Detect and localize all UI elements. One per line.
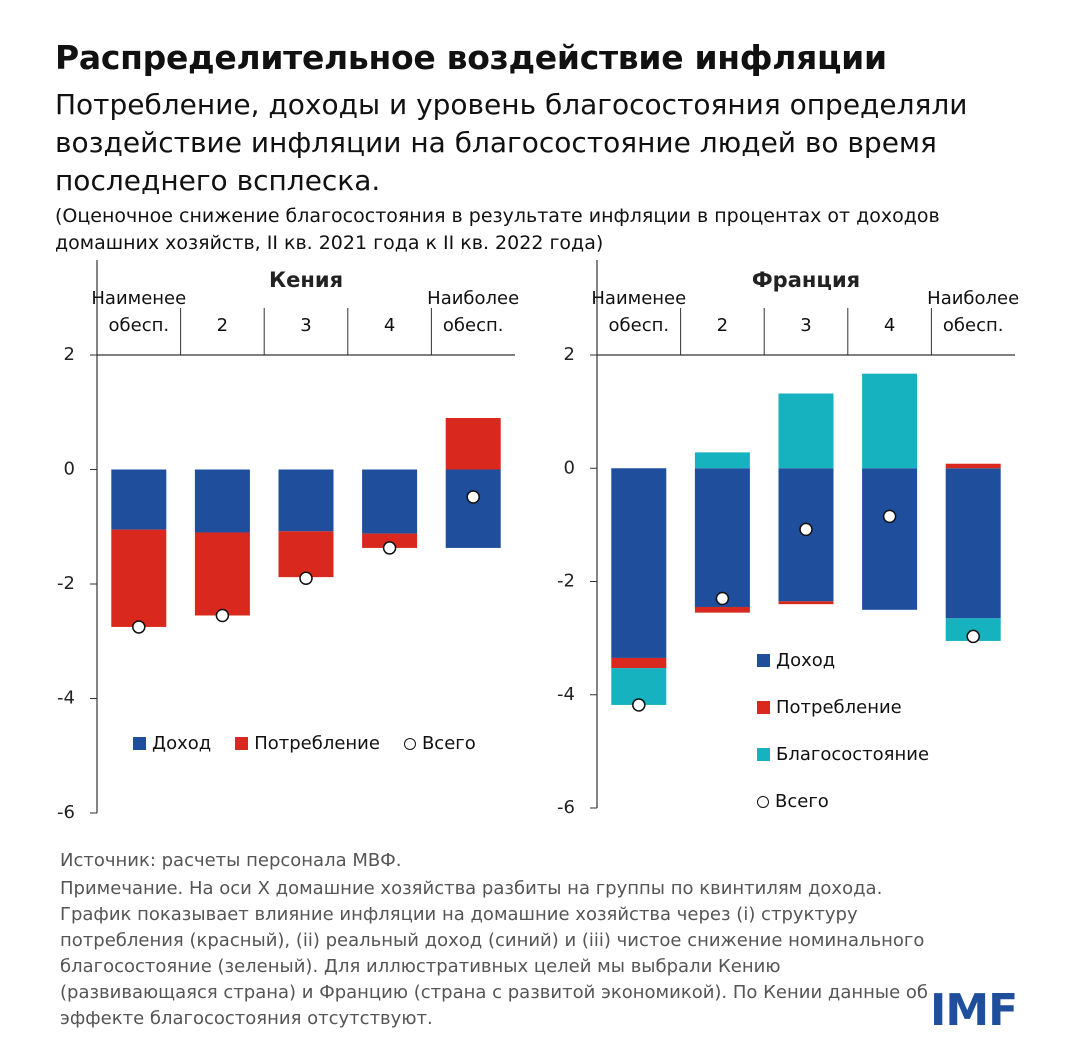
total-marker bbox=[715, 591, 730, 606]
unit-note: (Оценочное снижение благосостояния в рез… bbox=[55, 205, 940, 254]
bar bbox=[611, 657, 667, 669]
bar bbox=[278, 469, 334, 532]
note: Примечание. На оси X домашние хозяйства … bbox=[60, 878, 929, 1029]
legend-label: Доход bbox=[776, 650, 836, 671]
y-tick-label: -4 bbox=[57, 688, 75, 709]
total-marker bbox=[632, 698, 646, 712]
x-tick-label: 4 bbox=[883, 315, 896, 336]
bar bbox=[362, 533, 418, 548]
legend-swatch bbox=[133, 737, 146, 750]
bar bbox=[694, 606, 750, 613]
legend-label: Потребление bbox=[254, 733, 380, 754]
legend-swatch bbox=[757, 795, 769, 808]
x-tick-label: Наиболее обесп. bbox=[927, 288, 1020, 336]
bar bbox=[194, 532, 250, 616]
total-marker bbox=[215, 608, 230, 623]
legend: Доход Потребление Всего bbox=[133, 733, 476, 754]
bar bbox=[111, 529, 167, 627]
legend-item: Всего bbox=[403, 733, 476, 754]
x-tick-label: 2 bbox=[216, 315, 229, 336]
logo: IMF bbox=[930, 985, 1018, 1036]
legend-item: Всего bbox=[757, 791, 929, 812]
bar bbox=[778, 393, 834, 469]
bar bbox=[945, 618, 1001, 641]
legend-label: Благосостояние bbox=[776, 744, 930, 765]
legend-swatch bbox=[757, 654, 770, 667]
bar bbox=[362, 469, 418, 534]
bar bbox=[945, 463, 1001, 469]
y-tick-label: -6 bbox=[57, 802, 75, 823]
panel-title: Франция bbox=[752, 268, 860, 292]
panel-title: Кения bbox=[269, 268, 343, 292]
legend: Доход Потребление Благосостояние Всего bbox=[757, 650, 929, 812]
bar bbox=[694, 452, 750, 469]
bar bbox=[611, 468, 667, 658]
legend-item: Доход bbox=[133, 733, 211, 754]
x-tick-label: 4 bbox=[383, 315, 396, 336]
bar bbox=[194, 469, 250, 533]
bar bbox=[862, 373, 918, 469]
y-tick-label: 2 bbox=[564, 344, 575, 365]
total-marker bbox=[382, 541, 397, 555]
legend-swatch bbox=[757, 748, 770, 761]
y-tick-label: -4 bbox=[557, 684, 575, 705]
subtitle: Потребление, доходы и уровень благососто… bbox=[55, 88, 968, 197]
bar bbox=[278, 531, 334, 578]
y-tick-label: -2 bbox=[557, 571, 575, 592]
total-marker bbox=[966, 629, 980, 644]
y-tick-label: -6 bbox=[557, 797, 575, 818]
legend-label: Всего bbox=[775, 791, 829, 812]
x-tick-label: Наиболее обесп. bbox=[427, 288, 520, 336]
x-tick-label: 3 bbox=[800, 315, 812, 336]
y-tick-label: 0 bbox=[64, 459, 75, 480]
bar bbox=[862, 468, 918, 610]
y-tick-label: -2 bbox=[57, 573, 75, 594]
legend-item: Доход bbox=[757, 650, 929, 671]
bar bbox=[778, 601, 834, 605]
title: Распределительное воздействие инфляции bbox=[55, 38, 887, 77]
total-marker bbox=[466, 490, 480, 504]
total-marker bbox=[799, 522, 813, 537]
total-marker bbox=[132, 620, 146, 634]
x-tick-label: 2 bbox=[716, 315, 729, 336]
source: Источник: расчеты персонала МВФ. bbox=[60, 850, 402, 871]
x-tick-label: 3 bbox=[300, 315, 312, 336]
y-tick-label: 2 bbox=[64, 344, 75, 365]
legend-item: Благосостояние bbox=[757, 744, 929, 765]
bar bbox=[945, 468, 1001, 619]
x-tick-label: Наименее обесп. bbox=[91, 288, 187, 336]
legend-label: Доход bbox=[152, 733, 212, 754]
legend-swatch bbox=[235, 737, 249, 750]
bar bbox=[111, 469, 167, 530]
legend-label: Потребление bbox=[776, 697, 902, 718]
bar bbox=[445, 417, 501, 470]
legend-item: Потребление bbox=[235, 733, 380, 754]
bar bbox=[445, 469, 501, 548]
legend-swatch bbox=[757, 701, 770, 714]
bar bbox=[694, 468, 750, 607]
legend-label: Всего bbox=[421, 733, 476, 754]
total-marker bbox=[882, 509, 897, 524]
legend-item: Потребление bbox=[757, 697, 929, 718]
x-tick-label: Наименее обесп. bbox=[591, 288, 687, 336]
legend-swatch bbox=[403, 737, 416, 750]
y-tick-label: 0 bbox=[564, 457, 575, 478]
total-marker bbox=[299, 571, 313, 586]
